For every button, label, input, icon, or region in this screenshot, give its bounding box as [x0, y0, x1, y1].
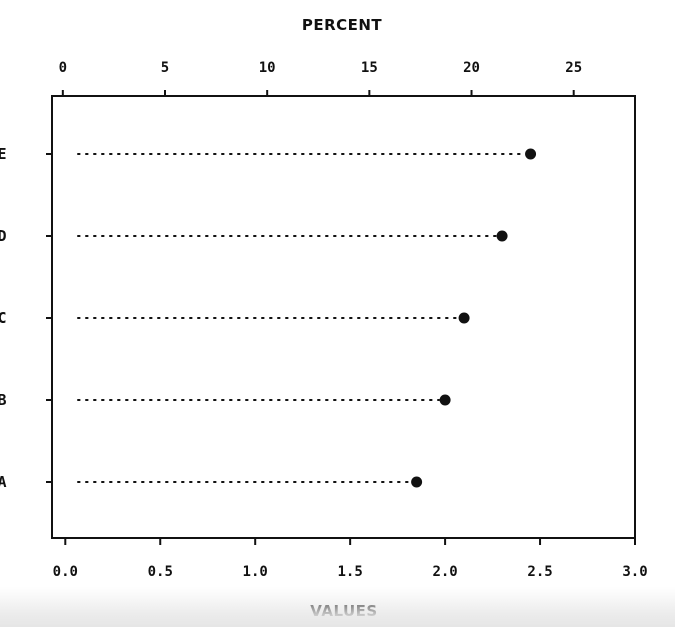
top-tick-label: 20: [463, 60, 480, 76]
top-tick-label: 25: [565, 60, 582, 76]
data-point: [458, 312, 470, 324]
category-label: D: [0, 227, 7, 245]
bottom-tick-label: 2.5: [527, 564, 552, 580]
bottom-tick-label: 3.0: [622, 564, 647, 580]
data-point: [525, 148, 537, 160]
data-point: [496, 230, 508, 242]
category-label: B: [0, 391, 7, 409]
bottom-tick-label: 1.5: [337, 564, 362, 580]
top-tick-label: 10: [259, 60, 276, 76]
bottom-tick-label: 1.0: [243, 564, 268, 580]
top-tick-label: 15: [361, 60, 378, 76]
category-label: C: [0, 309, 7, 327]
category-label: A: [0, 473, 7, 491]
data-point: [439, 394, 451, 406]
bottom-tick-label: 0.5: [148, 564, 173, 580]
chart-marks: 0 5 10 15 20 25 0.0 0.5 1.0 1.5 2.0 2.5 3.0 E D C B A: [0, 60, 648, 580]
top-tick-label: 0: [59, 60, 67, 76]
top-tick-label: 5: [161, 60, 169, 76]
bottom-tick-label: 2.0: [432, 564, 457, 580]
bottom-axis-title: VALUES: [310, 602, 377, 620]
bottom-tick-label: 0.0: [53, 564, 78, 580]
category-label: E: [0, 145, 7, 163]
data-point: [411, 476, 423, 488]
top-axis-title: PERCENT: [302, 16, 383, 34]
